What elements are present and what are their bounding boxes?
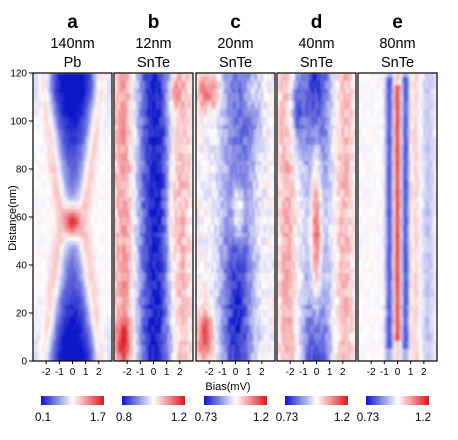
- panel-d: d 40nm SnTe -2 -1 0 1 2: [276, 12, 357, 378]
- panel-material: Pb: [64, 55, 82, 71]
- panel-thickness: 80nm: [379, 36, 415, 52]
- heatmap-d: [277, 73, 356, 361]
- x-tick-label: -2: [367, 367, 376, 378]
- x-tick-label: 2: [96, 367, 102, 378]
- x-tick-label: 2: [259, 367, 265, 378]
- colorbars: 0.1 1.7 0.8 1.2 0.73 1.2 0.73 1.2 0.73 1.2: [35, 396, 431, 424]
- colorbar-gradient: [366, 396, 429, 405]
- y-tick-label: 0: [21, 357, 27, 368]
- panel-thickness: 40nm: [298, 36, 334, 52]
- x-tick-label: 1: [164, 367, 170, 378]
- colorbar-d: 0.73 1.2: [276, 396, 350, 424]
- panel-letter: e: [392, 12, 403, 33]
- x-tick-label: -1: [136, 367, 145, 378]
- colorbar-min-label: 0.73: [357, 412, 379, 424]
- panel-material: SnTe: [219, 55, 252, 71]
- x-axis-label: Bias(mV): [205, 381, 250, 393]
- y-tick-label: 120: [10, 69, 27, 80]
- panel-thickness: 140nm: [50, 36, 94, 52]
- panel-letter: c: [230, 12, 241, 33]
- panel-b: b 12nm SnTe -2 -1 0 1 2: [113, 12, 194, 378]
- panel-letter: b: [148, 12, 160, 33]
- colorbar-min-label: 0.73: [276, 412, 298, 424]
- x-tick-label: 0: [233, 367, 239, 378]
- panel-letter: d: [311, 12, 323, 33]
- panel-material: SnTe: [137, 55, 170, 71]
- y-tick-label: 40: [16, 261, 28, 272]
- panel-e: e 80nm SnTe -2 -1 0 1 2: [357, 12, 438, 378]
- colorbar-max-label: 1.2: [334, 412, 350, 424]
- colorbar-max-label: 1.2: [415, 412, 431, 424]
- panel-thickness: 20nm: [217, 36, 253, 52]
- colorbar-max-label: 1.7: [90, 412, 106, 424]
- panel-material: SnTe: [300, 55, 333, 71]
- colorbar-max-label: 1.2: [253, 412, 269, 424]
- colorbar-c: 0.73 1.2: [195, 396, 269, 424]
- panel-a: a 140nm Pb -2 -1 0 1 2: [32, 12, 113, 378]
- heatmap-e: [358, 73, 437, 361]
- y-tick-label: 60: [16, 213, 28, 224]
- x-tick-label: -1: [55, 367, 64, 378]
- heatmap-a: [33, 73, 112, 361]
- colorbar-e: 0.73 1.2: [357, 396, 431, 424]
- x-tick-label: 1: [246, 367, 252, 378]
- x-tick-label: 1: [408, 367, 414, 378]
- panel-letter: a: [67, 12, 78, 33]
- x-tick-label: 0: [314, 367, 320, 378]
- x-tick-label: -1: [218, 367, 227, 378]
- panel-thickness: 12nm: [135, 36, 171, 52]
- colorbar-max-label: 1.2: [171, 412, 187, 424]
- colorbar-gradient: [41, 396, 104, 405]
- heatmap-b: [114, 73, 193, 361]
- y-tick-label: 20: [16, 309, 28, 320]
- y-tick-label: 100: [10, 117, 27, 128]
- colorbar-a: 0.1 1.7: [35, 396, 106, 424]
- x-tick-label: 1: [83, 367, 89, 378]
- x-tick-label: 2: [421, 367, 427, 378]
- x-tick-label: -1: [380, 367, 389, 378]
- x-tick-label: 0: [70, 367, 76, 378]
- x-tick-label: 2: [177, 367, 183, 378]
- x-tick-label: -2: [42, 367, 51, 378]
- x-tick-label: 2: [340, 367, 346, 378]
- colorbar-min-label: 0.8: [116, 412, 132, 424]
- colorbar-gradient: [204, 396, 267, 405]
- x-tick-label: 0: [151, 367, 157, 378]
- colorbar-gradient: [122, 396, 185, 405]
- colorbar-gradient: [285, 396, 348, 405]
- colorbar-b: 0.8 1.2: [116, 396, 187, 424]
- x-tick-label: -1: [299, 367, 308, 378]
- x-tick-label: 0: [395, 367, 401, 378]
- x-tick-label: -2: [205, 367, 214, 378]
- panel-material: SnTe: [381, 55, 414, 71]
- panel-c: c 20nm SnTe -2 -1 0 1 2: [195, 12, 276, 378]
- colorbar-min-label: 0.73: [195, 412, 217, 424]
- heatmap-c: [196, 73, 275, 361]
- colorbar-min-label: 0.1: [35, 412, 51, 424]
- y-tick-group: 0 20 40 60 80 100 120: [10, 69, 33, 368]
- x-tick-label: -2: [286, 367, 295, 378]
- x-tick-label: 1: [327, 367, 333, 378]
- y-axis-label: Distance(nm): [7, 185, 19, 250]
- y-tick-label: 80: [16, 165, 28, 176]
- x-tick-label: -2: [123, 367, 132, 378]
